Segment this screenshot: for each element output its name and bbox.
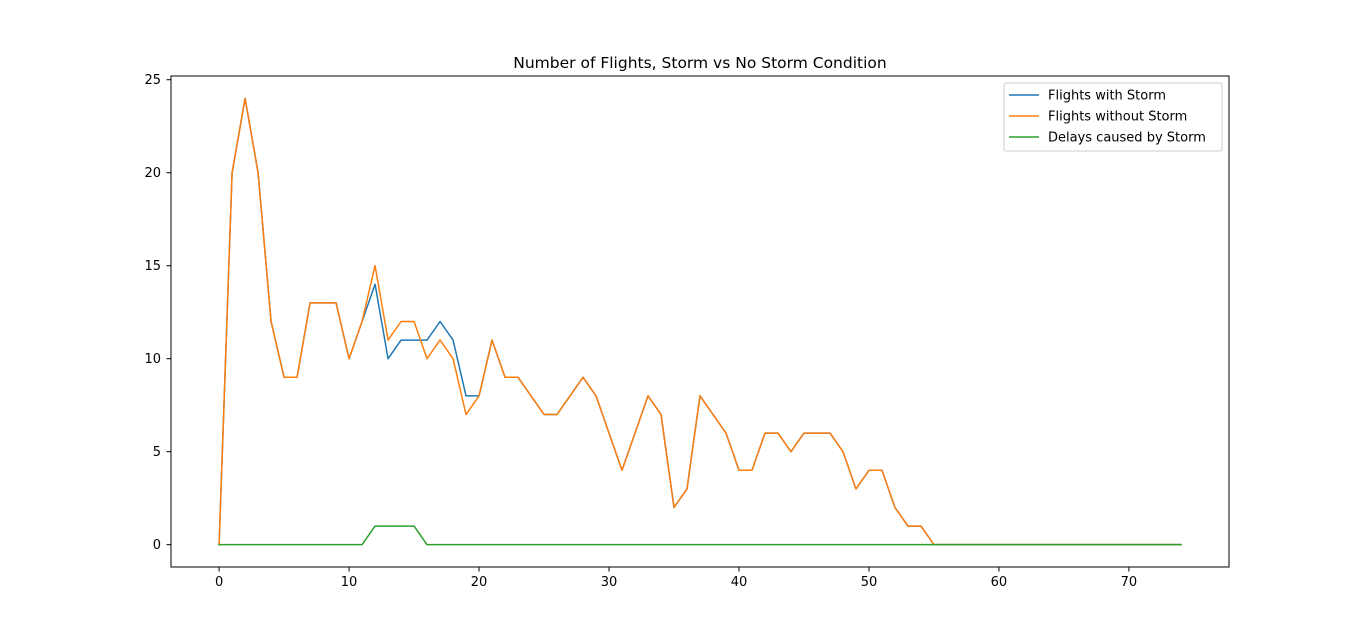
x-tick-label: 20 [471, 575, 488, 590]
series-line-1 [218, 97, 1182, 546]
y-axis: 0 5 10 15 20 25 [144, 73, 171, 553]
legend-label-1: Flights without Storm [1048, 110, 1187, 125]
plot-lines [218, 97, 1182, 546]
x-tick-label: 50 [861, 575, 878, 590]
x-tick-label: 0 [215, 575, 223, 590]
legend-label-2: Delays caused by Storm [1048, 131, 1206, 146]
x-tick-label: 10 [341, 575, 358, 590]
y-tick-label: 15 [144, 259, 161, 274]
y-tick-label: 0 [153, 538, 161, 553]
legend-box [1003, 82, 1223, 152]
x-axis: 0 10 20 30 40 50 60 70 [215, 567, 1137, 590]
series-line-2 [218, 525, 1182, 546]
legend: Flights with Storm Flights without Storm D… [1003, 82, 1223, 152]
y-tick-label: 5 [153, 445, 161, 460]
x-tick-label: 60 [991, 575, 1008, 590]
chart-title: Number of Flights, Storm vs No Storm Con… [513, 54, 886, 72]
plot-frame [170, 75, 1230, 568]
legend-label-0: Flights with Storm [1048, 89, 1166, 104]
x-tick-label: 40 [731, 575, 748, 590]
y-tick-label: 20 [144, 166, 161, 181]
x-tick-label: 70 [1121, 575, 1138, 590]
x-tick-label: 30 [601, 575, 618, 590]
series-line-0 [218, 97, 1182, 546]
y-tick-label: 25 [144, 73, 161, 88]
y-tick-label: 10 [144, 352, 161, 367]
